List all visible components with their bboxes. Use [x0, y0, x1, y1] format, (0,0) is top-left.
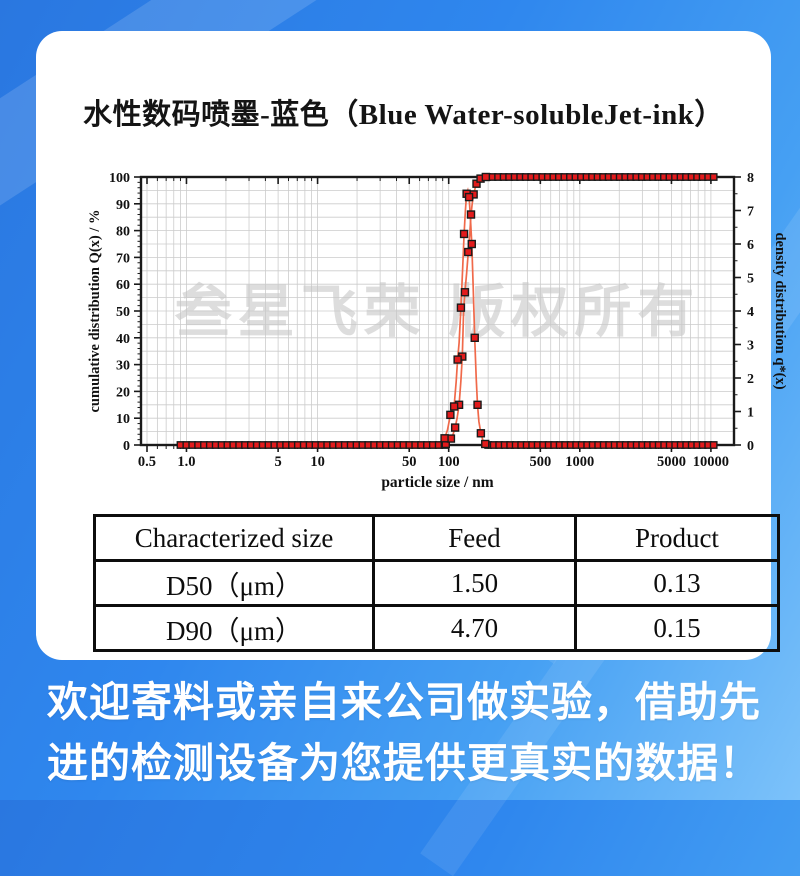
- svg-text:1000: 1000: [565, 454, 594, 470]
- svg-text:0.5: 0.5: [138, 454, 156, 470]
- svg-text:1.0: 1.0: [177, 454, 195, 470]
- svg-text:10: 10: [310, 454, 325, 470]
- svg-text:cumulative distribution Q(x) /: cumulative distribution Q(x) / %: [87, 209, 103, 412]
- page-title: 水性数码喷墨-蓝色（Blue Water-solubleJet-ink）: [83, 99, 724, 131]
- svg-text:5: 5: [274, 454, 281, 470]
- svg-text:3: 3: [747, 339, 754, 354]
- table-header-row: Characterized size Feed Product: [92, 514, 781, 562]
- svg-text:80: 80: [116, 225, 130, 240]
- particle-size-chart: 叁星飞荣 版权所有 0.5 1.0 5 10 50 100 500 1000 5000 10000 0…: [86, 149, 788, 494]
- row-label-d50: D50（μm）: [92, 559, 376, 607]
- svg-text:10000: 10000: [693, 454, 729, 470]
- svg-text:4: 4: [747, 305, 754, 320]
- d90-product-value: 0.15: [573, 604, 781, 652]
- content-card: 水性数码喷墨-蓝色（Blue Water-solubleJet-ink） 叁星飞…: [36, 31, 788, 660]
- characterized-size-table: Characterized size Feed Product D50（μm） …: [92, 514, 781, 652]
- d90-feed-value: 4.70: [372, 604, 577, 652]
- svg-text:particle size / nm: particle size / nm: [381, 474, 493, 491]
- col-header-characterized-size: Characterized size: [92, 514, 376, 562]
- table-row: D50（μm） 1.50 0.13: [92, 559, 781, 607]
- svg-text:8: 8: [747, 171, 754, 186]
- col-header-product: Product: [573, 514, 781, 562]
- svg-text:0: 0: [747, 439, 754, 454]
- row-label-d90: D90（μm）: [92, 604, 376, 652]
- svg-text:50: 50: [116, 305, 130, 320]
- watermark-text: 叁星飞荣 版权所有: [175, 280, 701, 344]
- svg-text:30: 30: [116, 359, 130, 374]
- svg-text:100: 100: [109, 171, 130, 186]
- promo-text: 欢迎寄料或亲自来公司做实验，借助先 进的检测设备为您提供更真实的数据！: [47, 672, 767, 793]
- svg-text:40: 40: [116, 332, 130, 347]
- d50-feed-value: 1.50: [372, 559, 577, 607]
- svg-text:100: 100: [438, 454, 460, 470]
- promo-text-line1: 欢迎寄料或亲自来公司做实验，借助先: [47, 679, 761, 725]
- svg-text:5000: 5000: [657, 454, 686, 470]
- size-table-container: Characterized size Feed Product D50（μm） …: [92, 514, 781, 652]
- svg-text:7: 7: [747, 205, 754, 220]
- svg-text:density distribution q*(x): density distribution q*(x): [772, 232, 786, 389]
- d50-product-value: 0.13: [573, 559, 781, 607]
- col-header-feed: Feed: [372, 514, 577, 562]
- svg-text:90: 90: [116, 198, 130, 213]
- table-row: D90（μm） 4.70 0.15: [92, 604, 781, 652]
- svg-text:20: 20: [116, 385, 130, 400]
- svg-text:6: 6: [747, 238, 754, 253]
- svg-text:60: 60: [116, 278, 130, 293]
- svg-text:500: 500: [529, 454, 551, 470]
- svg-text:10: 10: [116, 412, 130, 427]
- promo-text-line2: 进的检测设备为您提供更真实的数据！: [47, 739, 761, 786]
- svg-text:1: 1: [747, 406, 754, 421]
- page-background: { "page": { "title": "水性数码喷墨-蓝色（Blue Wat…: [0, 0, 800, 800]
- svg-text:2: 2: [747, 372, 754, 387]
- svg-text:0: 0: [123, 439, 130, 454]
- svg-text:70: 70: [116, 251, 130, 266]
- svg-text:5: 5: [747, 272, 754, 287]
- svg-text:50: 50: [402, 454, 417, 470]
